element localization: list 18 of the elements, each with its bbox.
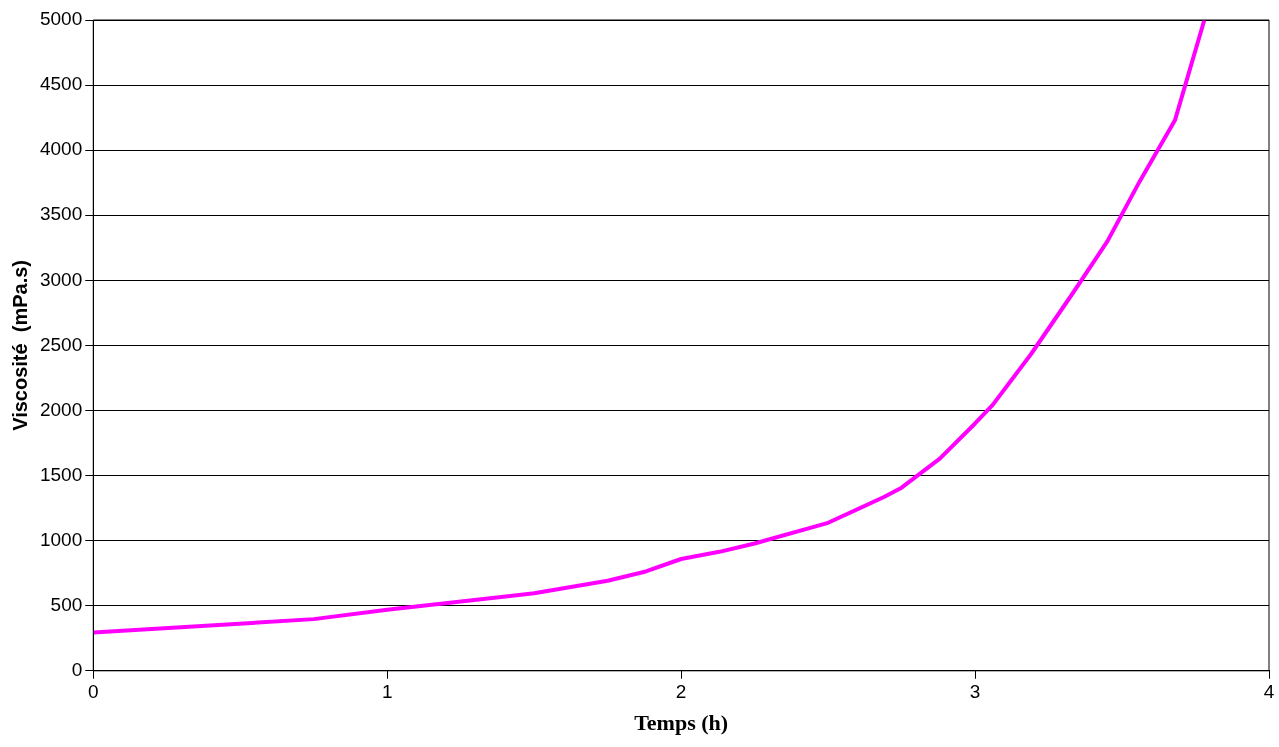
y-tick-label: 2500 bbox=[39, 333, 83, 355]
x-tick-label: 4 bbox=[1263, 681, 1275, 703]
x-axis-title: Temps (h) bbox=[634, 710, 729, 736]
x-tick-label: 1 bbox=[381, 681, 393, 703]
y-tick-label: 1000 bbox=[39, 528, 83, 550]
y-tick-label: 500 bbox=[50, 593, 83, 615]
x-tick-label: 3 bbox=[969, 681, 981, 703]
y-tick-label: 0 bbox=[71, 659, 83, 681]
y-tick-label: 4500 bbox=[39, 73, 83, 95]
y-tick-label: 5000 bbox=[39, 8, 83, 30]
y-tick-label: 2000 bbox=[39, 398, 83, 420]
y-axis-title: Viscosité (mPa.s) bbox=[8, 259, 31, 431]
y-tick-label: 3000 bbox=[39, 268, 83, 290]
y-tick-label: 3500 bbox=[39, 203, 83, 225]
y-tick-label: 4000 bbox=[39, 138, 83, 160]
y-tick-label: 1500 bbox=[39, 463, 83, 485]
x-tick-label: 0 bbox=[87, 681, 99, 703]
x-tick-label: 2 bbox=[675, 681, 687, 703]
